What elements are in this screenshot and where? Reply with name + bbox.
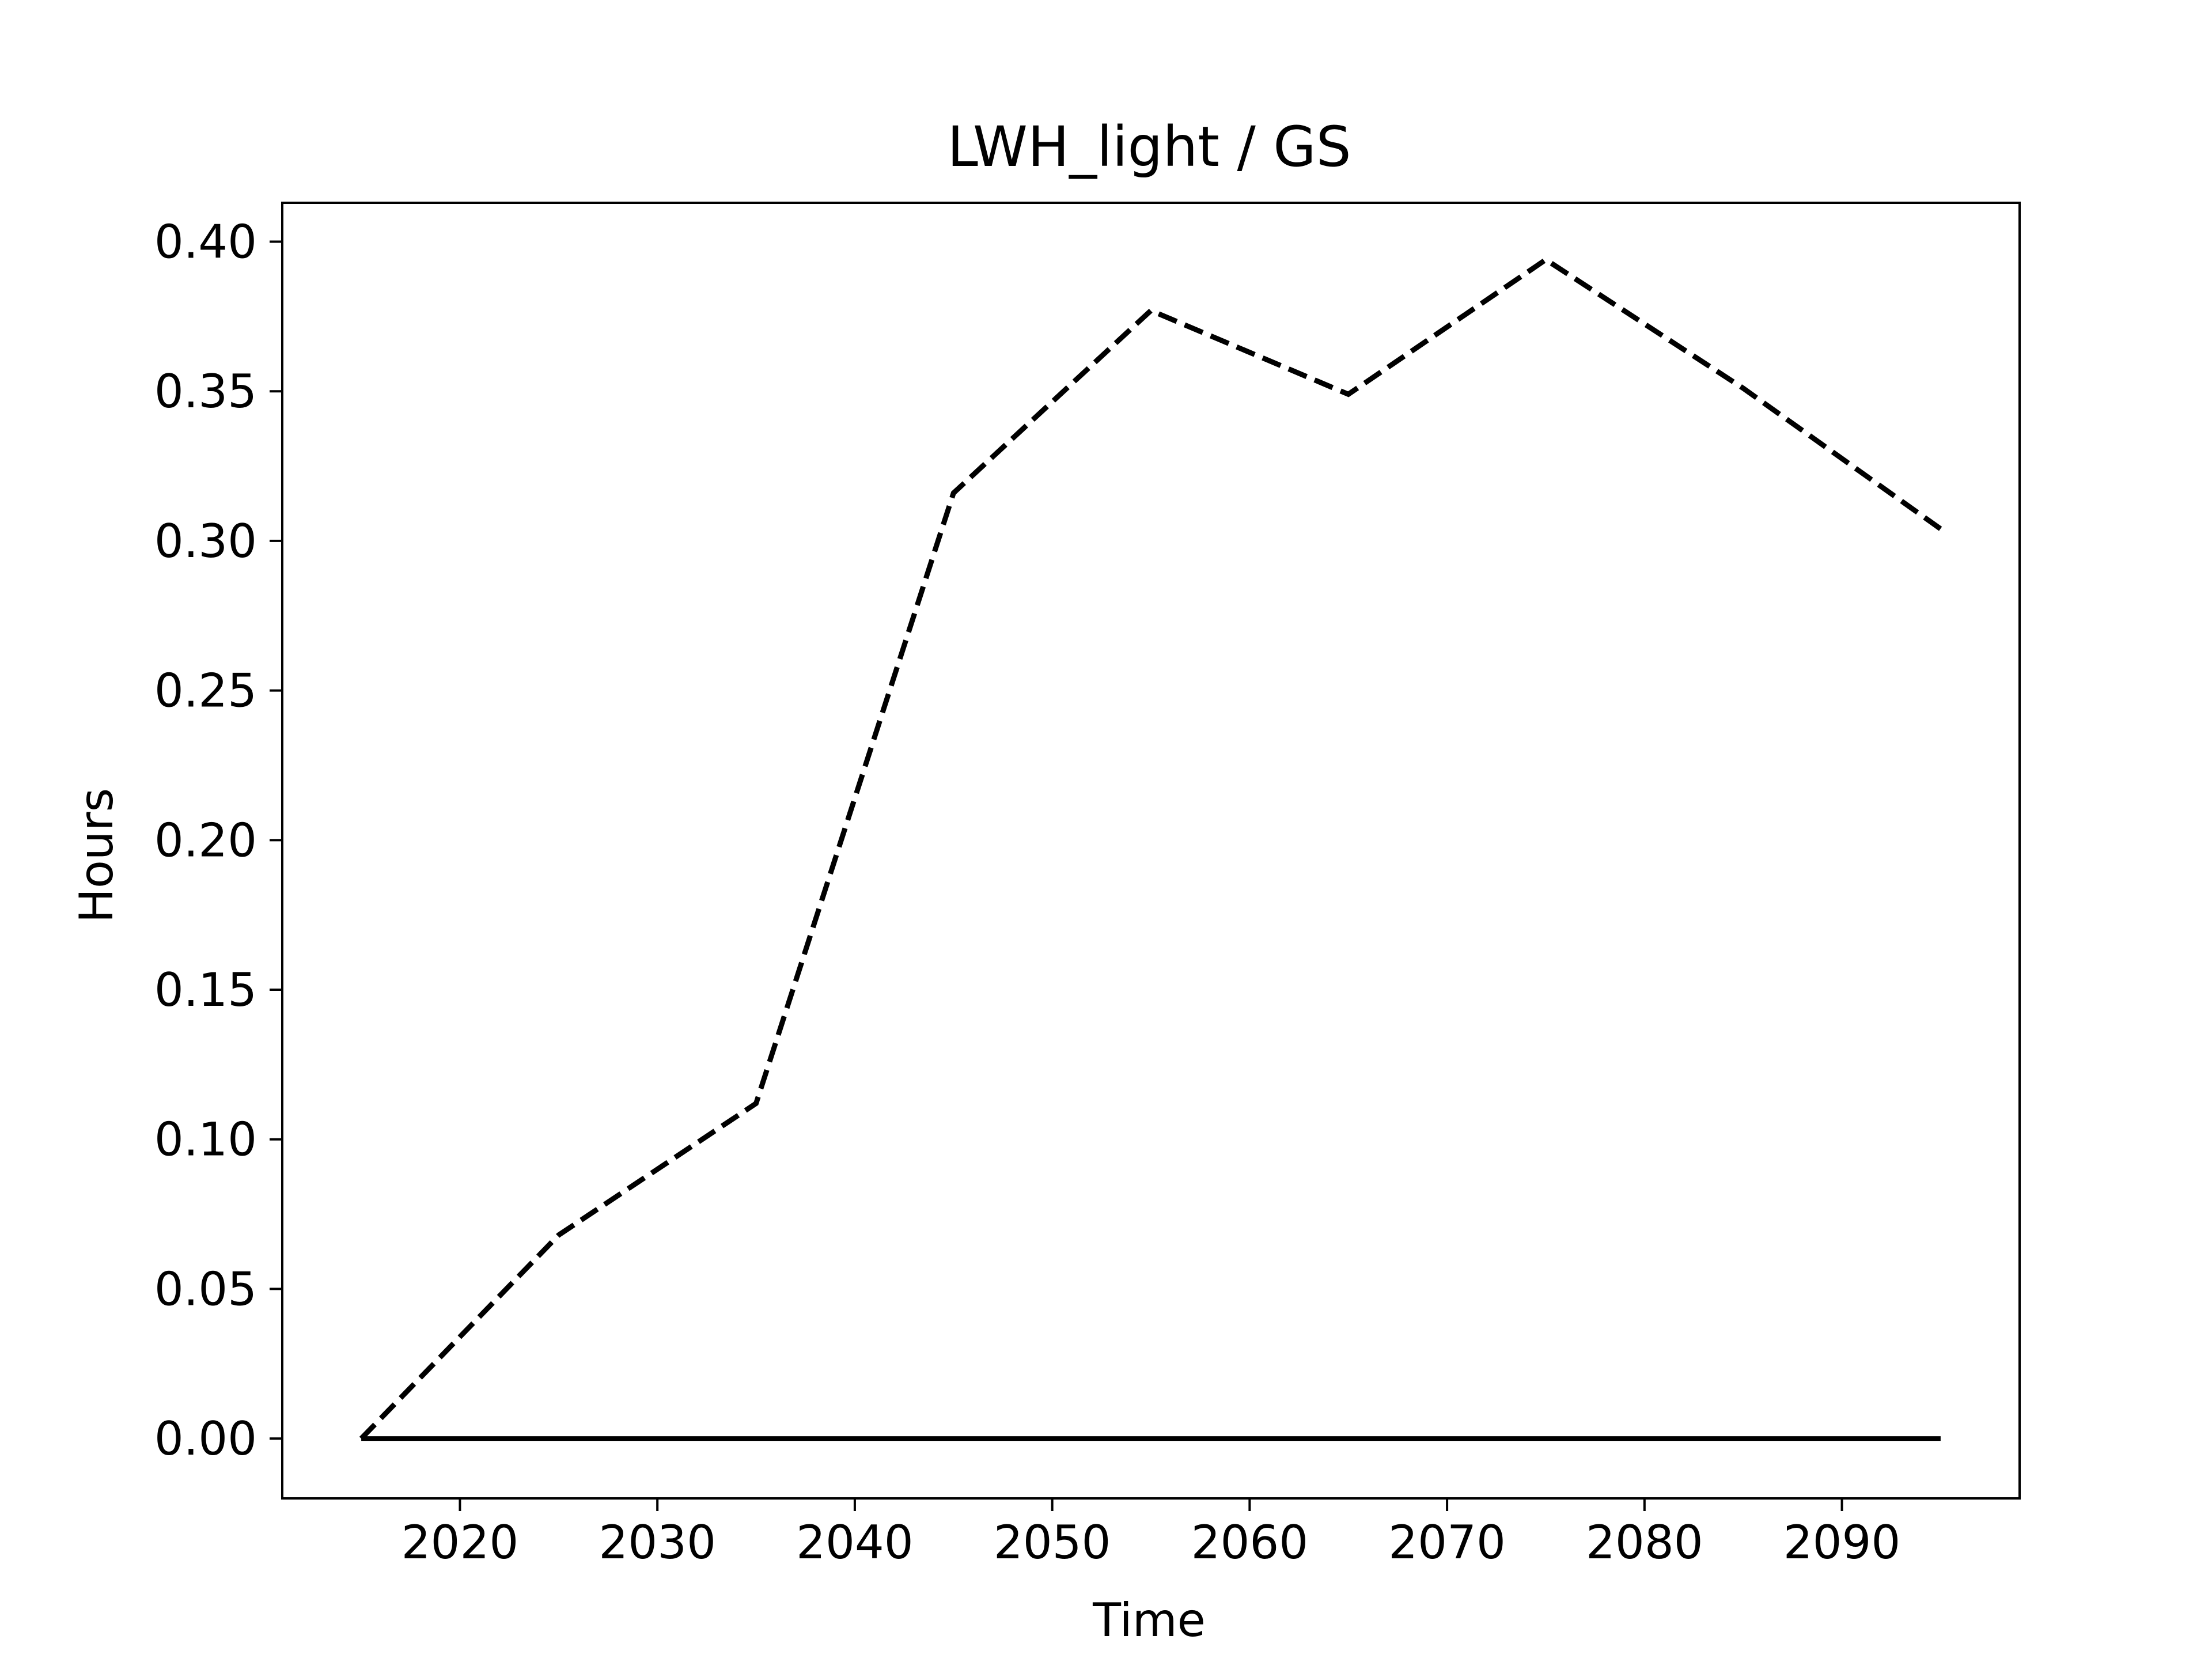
x-tick-label: 2090 xyxy=(1783,1516,1901,1569)
x-axis-label: Time xyxy=(1092,1593,1206,1647)
y-axis-label: Hours xyxy=(70,788,123,923)
y-tick-label: 0.10 xyxy=(154,1113,257,1167)
x-tick-label: 2050 xyxy=(994,1516,1111,1569)
y-tick-label: 0.35 xyxy=(154,365,257,418)
x-tick-label: 2030 xyxy=(599,1516,716,1569)
x-tick-label: 2080 xyxy=(1586,1516,1703,1569)
axes-frame xyxy=(281,202,2021,1500)
y-tick-label: 0.40 xyxy=(154,215,257,269)
y-tick-label: 0.15 xyxy=(154,963,257,1017)
plot-area: 2020 2030 2040 2050 2060 2070 2080 2090 0.00 0.05… xyxy=(154,202,2021,1569)
x-tick-label: 2020 xyxy=(402,1516,519,1569)
y-tick-label: 0.30 xyxy=(154,514,257,568)
chart-title: LWH_light / GS xyxy=(947,115,1351,179)
y-tick-label: 0.25 xyxy=(154,664,257,718)
x-tick-label: 2040 xyxy=(796,1516,914,1569)
y-tick-label: 0.00 xyxy=(154,1412,257,1466)
x-tick-label: 2060 xyxy=(1191,1516,1309,1569)
y-tick-label: 0.20 xyxy=(154,813,257,867)
y-tick-label: 0.05 xyxy=(154,1262,257,1316)
x-tick-label: 2070 xyxy=(1388,1516,1506,1569)
series-line-dashed xyxy=(359,256,1942,1441)
